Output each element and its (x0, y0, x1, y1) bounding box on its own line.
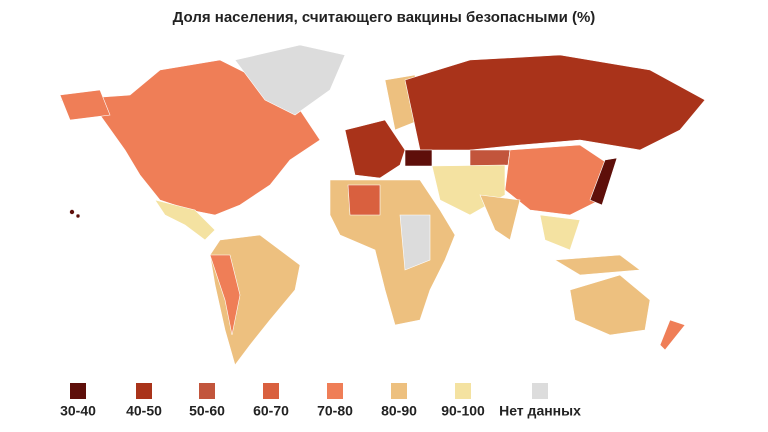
region (59, 59, 321, 216)
region (209, 254, 241, 336)
region (209, 234, 301, 366)
region (234, 44, 346, 116)
legend-swatch (532, 383, 548, 399)
legend-label: 30-40 (60, 403, 96, 419)
legend-label: 80-90 (381, 403, 417, 419)
legend-swatch (70, 383, 86, 399)
region (154, 199, 216, 241)
region (329, 179, 456, 326)
region (399, 214, 431, 271)
legend-swatch (391, 383, 407, 399)
legend: 30-40 40-50 50-60 60-70 70-80 80-90 90-100 Нет … (60, 383, 581, 419)
region (404, 54, 706, 151)
legend-label: 50-60 (189, 403, 225, 419)
region (404, 149, 433, 167)
world-map (59, 44, 706, 366)
region (347, 184, 381, 216)
region (479, 194, 521, 241)
legend-label: 90-100 (441, 403, 485, 419)
region (344, 119, 406, 179)
legend-swatch (455, 383, 471, 399)
region (569, 274, 651, 336)
legend-label: 60-70 (253, 403, 289, 419)
region (554, 254, 641, 276)
legend-swatch (327, 383, 343, 399)
legend-swatch (136, 383, 152, 399)
legend-label: Нет данных (499, 403, 581, 419)
region (75, 213, 81, 219)
legend-label: 70-80 (317, 403, 353, 419)
region (59, 89, 111, 121)
title: Доля населения, считающего вакцины безоп… (173, 9, 596, 26)
region (539, 214, 581, 251)
region (589, 157, 618, 206)
legend-swatch (199, 383, 215, 399)
legend-swatch (263, 383, 279, 399)
legend-label: 40-50 (126, 403, 162, 419)
region (69, 209, 75, 215)
region (659, 319, 686, 351)
region (504, 144, 611, 216)
